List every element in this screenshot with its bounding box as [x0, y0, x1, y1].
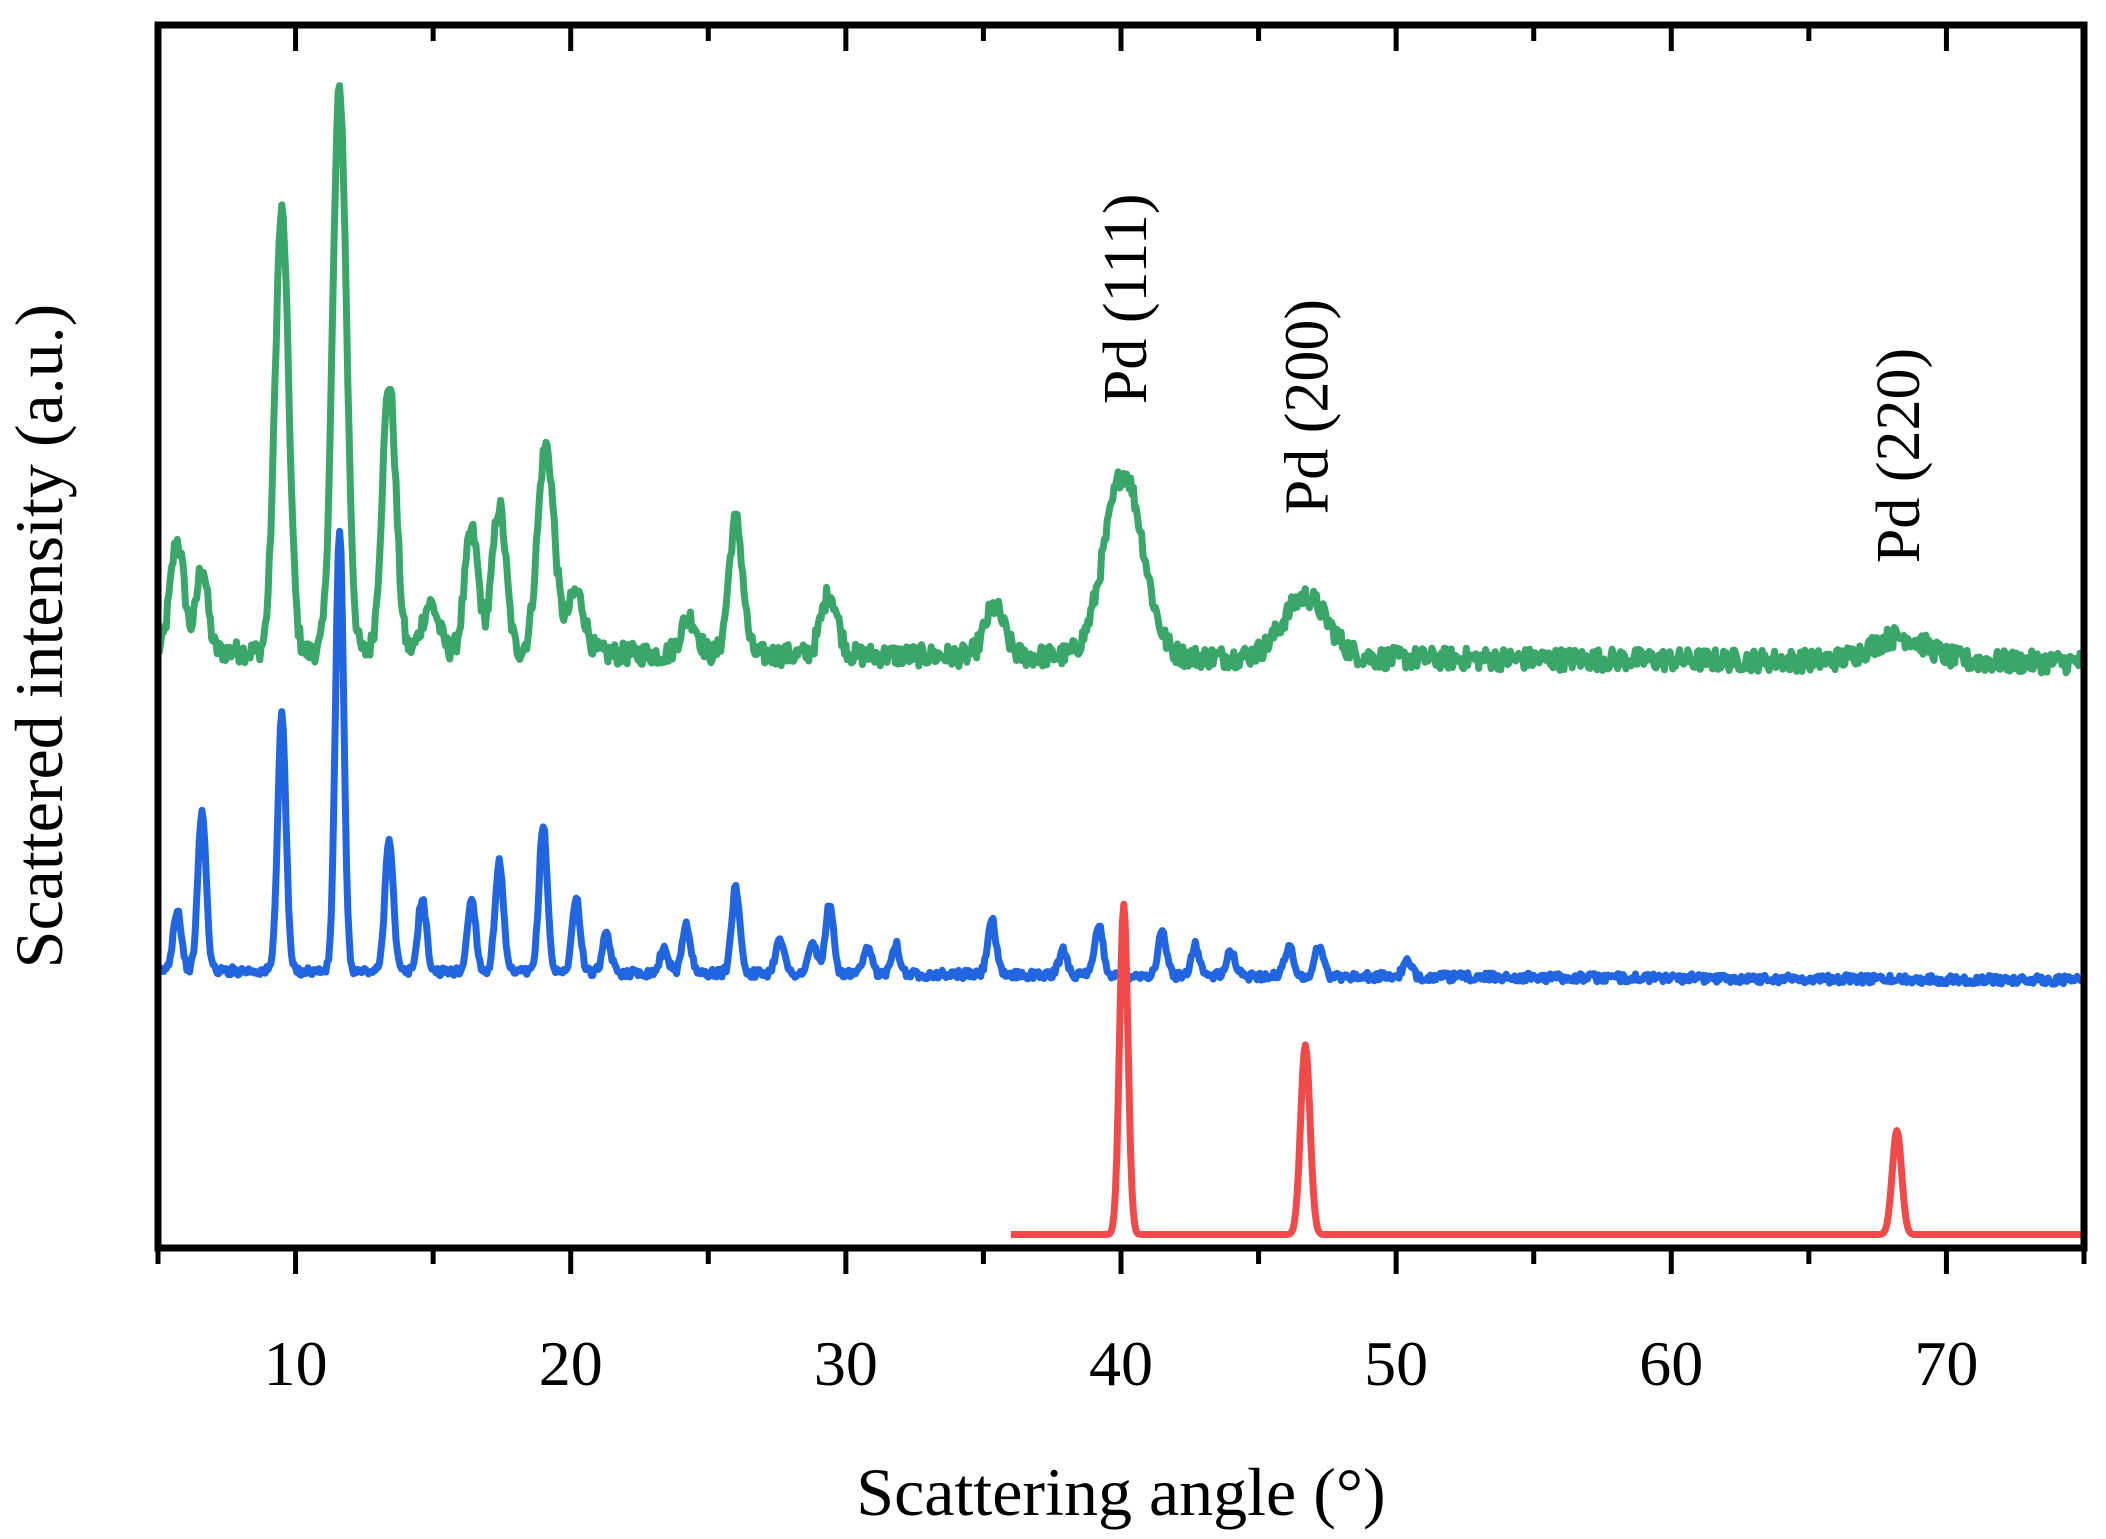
- x-tick-label-10: 10: [264, 1328, 328, 1399]
- peak-label-1: Pd (111): [1092, 193, 1160, 404]
- x-tick-label-30: 30: [814, 1328, 878, 1399]
- series-layer: [154, 82, 2087, 1238]
- x-tick-label-60: 60: [1639, 1328, 1703, 1399]
- tick-layer: 10 20 30 40 50 60 70: [155, 25, 2087, 1399]
- annotation-layer: Pd (111) Pd (200) Pd (220): [1092, 193, 1933, 563]
- x-tick-label-20: 20: [539, 1328, 603, 1399]
- x-tick-label-70: 70: [1914, 1328, 1978, 1399]
- peak-label-3: Pd (220): [1865, 348, 1933, 563]
- x-tick-label-50: 50: [1364, 1328, 1428, 1399]
- x-tick-label-40: 40: [1089, 1328, 1153, 1399]
- y-axis-title: Scattered intensity (a.u.): [1, 304, 77, 969]
- x-axis-title: Scattering angle (°): [856, 1454, 1385, 1530]
- series-line-green: [154, 82, 2087, 677]
- peak-label-2: Pd (200): [1273, 299, 1341, 514]
- series-line-red: [1008, 900, 2087, 1238]
